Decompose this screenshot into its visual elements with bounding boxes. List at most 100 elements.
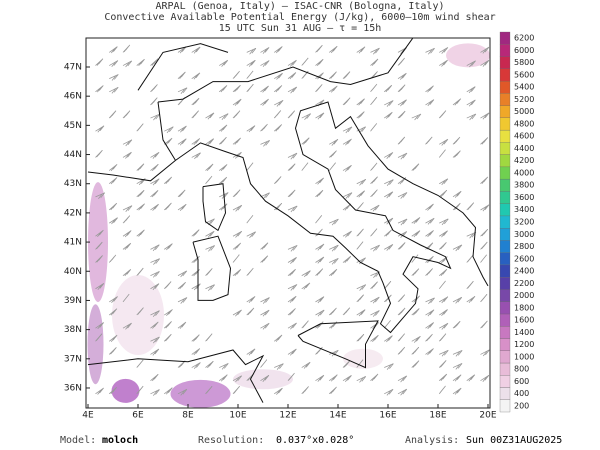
wind-barb [370, 228, 378, 237]
wind-barb [328, 268, 338, 277]
wind-barb [480, 137, 489, 145]
wind-barb [370, 189, 378, 198]
wind-barb [411, 230, 421, 238]
wind-barb [383, 294, 392, 303]
wind-barb [425, 136, 433, 145]
wind-barb [136, 203, 145, 211]
wind-barb [177, 297, 188, 304]
wind-barb [425, 99, 435, 107]
wind-barb [438, 242, 447, 250]
wind-barb [246, 231, 257, 239]
colorbar-label: 200 [514, 401, 529, 410]
wind-barb [109, 46, 118, 54]
wind-barb [287, 372, 295, 381]
footer-value: Sun 00Z31AUG2025 [466, 435, 562, 446]
wind-barb [438, 110, 447, 119]
wind-barb [260, 192, 270, 200]
wind-barb [163, 333, 172, 342]
wind-barb [232, 242, 242, 250]
wind-barb [205, 163, 214, 171]
wind-barb [136, 385, 144, 395]
wind-barb [342, 71, 351, 79]
colorbar-label: 2200 [514, 279, 534, 288]
wind-barb [397, 136, 406, 145]
colorbar-label: 3600 [514, 193, 534, 202]
footer-label: Analysis: [405, 435, 459, 446]
colorbar-label: 6000 [514, 46, 534, 55]
coastline [297, 320, 379, 369]
wind-barb [411, 113, 422, 121]
wind-barb [342, 164, 352, 172]
colorbar-swatch [499, 289, 511, 302]
wind-barb [163, 281, 172, 290]
wind-barb [397, 333, 405, 342]
wind-barb [246, 215, 254, 224]
wind-barb [397, 72, 407, 80]
wind-barb [109, 164, 118, 172]
wind-barb [480, 229, 489, 237]
wind-barb [383, 281, 392, 290]
wind-barb [246, 296, 256, 304]
wind-barb [95, 125, 105, 133]
wind-barb [95, 192, 106, 200]
wind-barb [205, 284, 215, 291]
wind-barb [246, 70, 254, 79]
colorbar-label: 5600 [514, 70, 534, 79]
wind-barb [150, 348, 160, 356]
wind-barb [260, 85, 269, 93]
wind-barb [384, 111, 393, 119]
cape-area [111, 378, 140, 403]
wind-barb [287, 268, 296, 277]
wind-barb [150, 113, 161, 121]
wind-barb [425, 309, 435, 317]
wind-barb [287, 59, 297, 67]
wind-barb [177, 87, 188, 95]
wind-barb [466, 86, 476, 94]
wind-barb [480, 204, 490, 212]
colorbar-label: 4400 [514, 144, 534, 153]
wind-barb [384, 335, 393, 343]
wind-barb [246, 162, 254, 171]
colorbar-swatch [499, 44, 511, 57]
wind-barb [356, 376, 367, 383]
wind-barb [452, 136, 461, 145]
wind-barb [232, 254, 240, 263]
wind-barb [301, 57, 309, 66]
wind-barb [356, 111, 365, 119]
wind-barb [95, 229, 104, 237]
colorbar-swatch [499, 227, 511, 241]
wind-barb [273, 176, 282, 184]
wind-barb [108, 202, 118, 211]
wind-barb [260, 322, 270, 330]
wind-barb [439, 138, 449, 146]
wind-barb [109, 86, 119, 94]
colorbar-label: 4800 [514, 119, 534, 128]
wind-barb [150, 163, 159, 172]
wind-barb [452, 244, 463, 252]
wind-barb [384, 191, 394, 199]
colorbar-label: 2000 [514, 291, 534, 300]
wind-barb [329, 257, 339, 265]
wind-barb [260, 374, 270, 382]
wind-barb [177, 125, 187, 133]
coastline [192, 235, 232, 301]
wind-barb [122, 242, 132, 250]
wind-barb [150, 178, 160, 186]
wind-barb [150, 244, 160, 252]
wind-barb [260, 297, 270, 304]
wind-barb [232, 386, 240, 395]
wind-barb [273, 110, 282, 119]
wind-barb [191, 229, 200, 237]
wind-barb [342, 192, 353, 199]
wind-barb [122, 44, 131, 53]
wind-barb [480, 241, 488, 250]
wind-barb [108, 177, 118, 185]
wind-barb [466, 60, 476, 68]
wind-barb [329, 45, 338, 54]
wind-barb [150, 283, 160, 291]
wind-barb [136, 307, 144, 316]
wind-barb [480, 46, 490, 54]
wind-barb [246, 84, 254, 93]
colorbar-swatch [499, 191, 511, 204]
wind-barb [136, 58, 145, 67]
